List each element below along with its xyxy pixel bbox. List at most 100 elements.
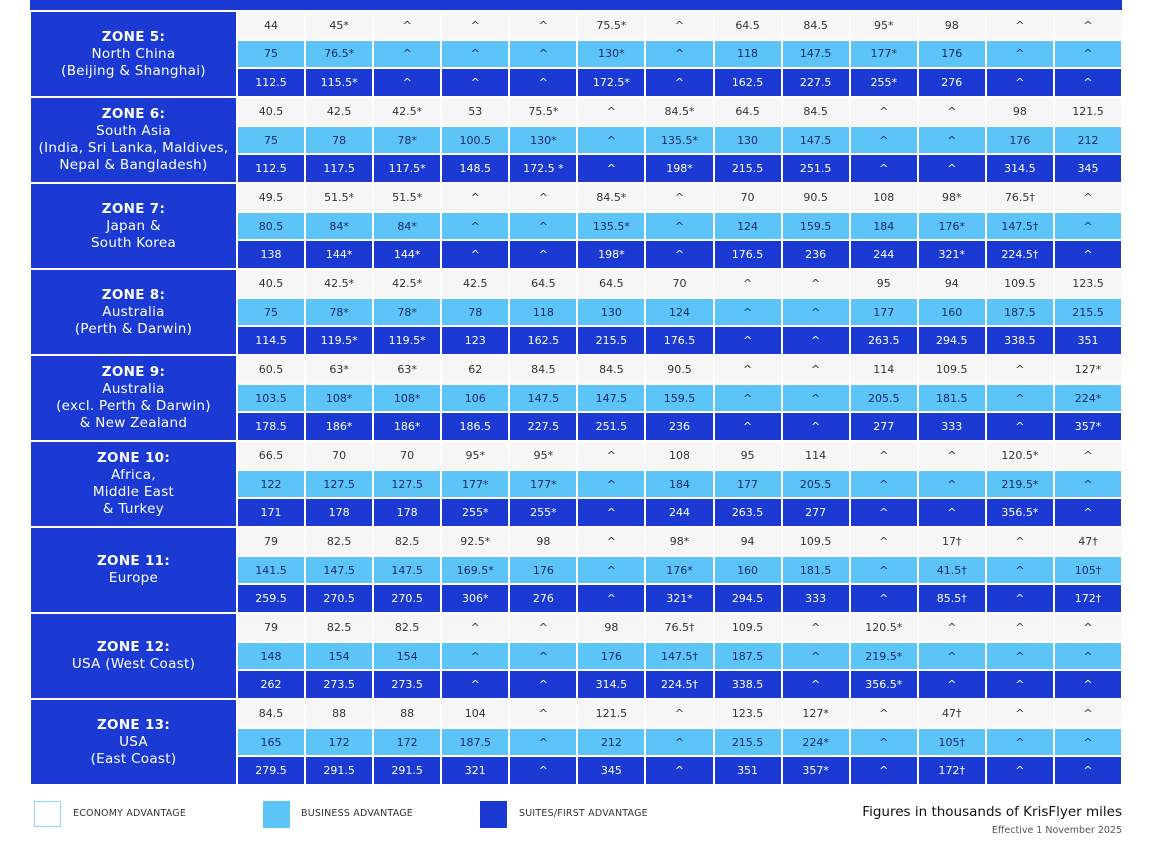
miles-cell: 186* <box>305 412 374 442</box>
miles-cell: ^ <box>985 670 1054 700</box>
miles-cell: 118 <box>509 297 578 327</box>
miles-cell: 333 <box>781 584 850 614</box>
miles-cell: ^ <box>577 584 646 614</box>
miles-cell: 70 <box>713 183 782 212</box>
miles-cell: ^ <box>1053 183 1122 212</box>
miles-cell: 84.5* <box>645 97 714 126</box>
miles-cell: 148.5 <box>441 154 510 183</box>
miles-cell: 75 <box>237 39 306 69</box>
miles-cell: ^ <box>985 641 1054 671</box>
note: Figures in thousands of KrisFlyer miles <box>862 804 1122 820</box>
miles-cell: 294.5 <box>917 326 986 356</box>
miles-cell: 224.5† <box>985 240 1054 270</box>
miles-cell: 85.5† <box>917 584 986 614</box>
miles-cell: 42.5 <box>441 269 510 298</box>
miles-cell: 147.5 <box>781 39 850 69</box>
miles-cell: 181.5 <box>917 383 986 413</box>
miles-cell: 294.5 <box>713 584 782 614</box>
miles-cell: ^ <box>441 183 510 212</box>
miles-cell: 78* <box>305 297 374 327</box>
miles-cell: 84* <box>305 211 374 241</box>
miles-cell: 144* <box>305 240 374 270</box>
miles-cell: 187.5 <box>713 641 782 671</box>
zone-label: ZONE 11: Europe <box>30 527 237 614</box>
miles-cell: ^ <box>509 68 578 97</box>
zone-title: ZONE 6: <box>101 106 166 122</box>
miles-cell: 117.5 <box>305 154 374 183</box>
zone-label: ZONE 8: Australia (Perth & Darwin) <box>30 269 237 356</box>
miles-cell: 144* <box>373 240 442 270</box>
miles-cell: 95* <box>509 441 578 470</box>
miles-cell: 103.5 <box>237 383 306 413</box>
miles-cell: 114 <box>849 355 918 384</box>
miles-cell: 321* <box>645 584 714 614</box>
legend-label: BUSINESS ADVANTAGE <box>301 808 413 819</box>
miles-cell: 84.5 <box>577 355 646 384</box>
miles-cell: 100.5 <box>441 125 510 155</box>
miles-cell: ^ <box>509 699 578 728</box>
miles-cell: ^ <box>985 555 1054 585</box>
miles-cell: ^ <box>917 641 986 671</box>
miles-cell: 160 <box>917 297 986 327</box>
miles-cell: 165 <box>237 727 306 757</box>
miles-cell: 42.5* <box>373 97 442 126</box>
miles-cell: ^ <box>985 11 1054 40</box>
miles-cell: ^ <box>985 39 1054 69</box>
miles-cell: ^ <box>509 211 578 241</box>
miles-cell: ^ <box>645 727 714 757</box>
miles-cell: 42.5* <box>305 269 374 298</box>
effective-date: Effective 1 November 2025 <box>991 825 1122 836</box>
miles-cell: 108 <box>645 441 714 470</box>
miles-cell: 40.5 <box>237 97 306 126</box>
miles-cell: 124 <box>645 297 714 327</box>
miles-cell: ^ <box>849 555 918 585</box>
miles-cell: 115.5* <box>305 68 374 97</box>
miles-cell: 60.5 <box>237 355 306 384</box>
miles-cell: 333 <box>917 412 986 442</box>
miles-cell: 112.5 <box>237 154 306 183</box>
miles-cell: 169.5* <box>441 555 510 585</box>
miles-cell: 141.5 <box>237 555 306 585</box>
miles-cell: ^ <box>1053 670 1122 700</box>
miles-cell: 64.5 <box>577 269 646 298</box>
miles-cell: 176 <box>917 39 986 69</box>
legend-swatch <box>263 801 290 828</box>
miles-cell: ^ <box>985 613 1054 642</box>
miles-cell: ^ <box>1053 39 1122 69</box>
miles-cell: ^ <box>781 670 850 700</box>
miles-cell: 351 <box>1053 326 1122 356</box>
miles-cell: 106 <box>441 383 510 413</box>
miles-cell: 357* <box>781 756 850 786</box>
miles-cell: 63* <box>305 355 374 384</box>
miles-cell: 127.5 <box>373 469 442 499</box>
zone-title: ZONE 7: <box>101 200 166 217</box>
miles-cell: 88 <box>373 699 442 728</box>
miles-cell: 123.5 <box>713 699 782 728</box>
miles-cell: ^ <box>1053 240 1122 270</box>
miles-cell: ^ <box>577 555 646 585</box>
miles-cell: 118 <box>713 39 782 69</box>
miles-cell: 198* <box>645 154 714 183</box>
miles-cell: ^ <box>645 68 714 97</box>
zone-label: ZONE 9: Australia (excl. Perth & Darwin) & … <box>30 355 237 442</box>
miles-cell: 95* <box>849 11 918 40</box>
miles-cell: 219.5* <box>849 641 918 671</box>
miles-cell: 181.5 <box>781 555 850 585</box>
miles-cell: ^ <box>1053 498 1122 528</box>
miles-cell: ^ <box>645 39 714 69</box>
miles-cell: 64.5 <box>509 269 578 298</box>
miles-cell: 117.5* <box>373 154 442 183</box>
miles-cell: 120.5* <box>849 613 918 642</box>
miles-cell: 90.5 <box>645 355 714 384</box>
miles-cell: 148 <box>237 641 306 671</box>
miles-cell: 124 <box>713 211 782 241</box>
miles-cell: 92.5* <box>441 527 510 556</box>
miles-cell: ^ <box>509 11 578 40</box>
miles-cell: 130 <box>577 297 646 327</box>
miles-cell: 135.5* <box>645 125 714 155</box>
miles-cell: 147.5 <box>509 383 578 413</box>
miles-cell: 236 <box>781 240 850 270</box>
miles-cell: ^ <box>373 68 442 97</box>
miles-cell: ^ <box>781 641 850 671</box>
miles-cell: 178 <box>305 498 374 528</box>
